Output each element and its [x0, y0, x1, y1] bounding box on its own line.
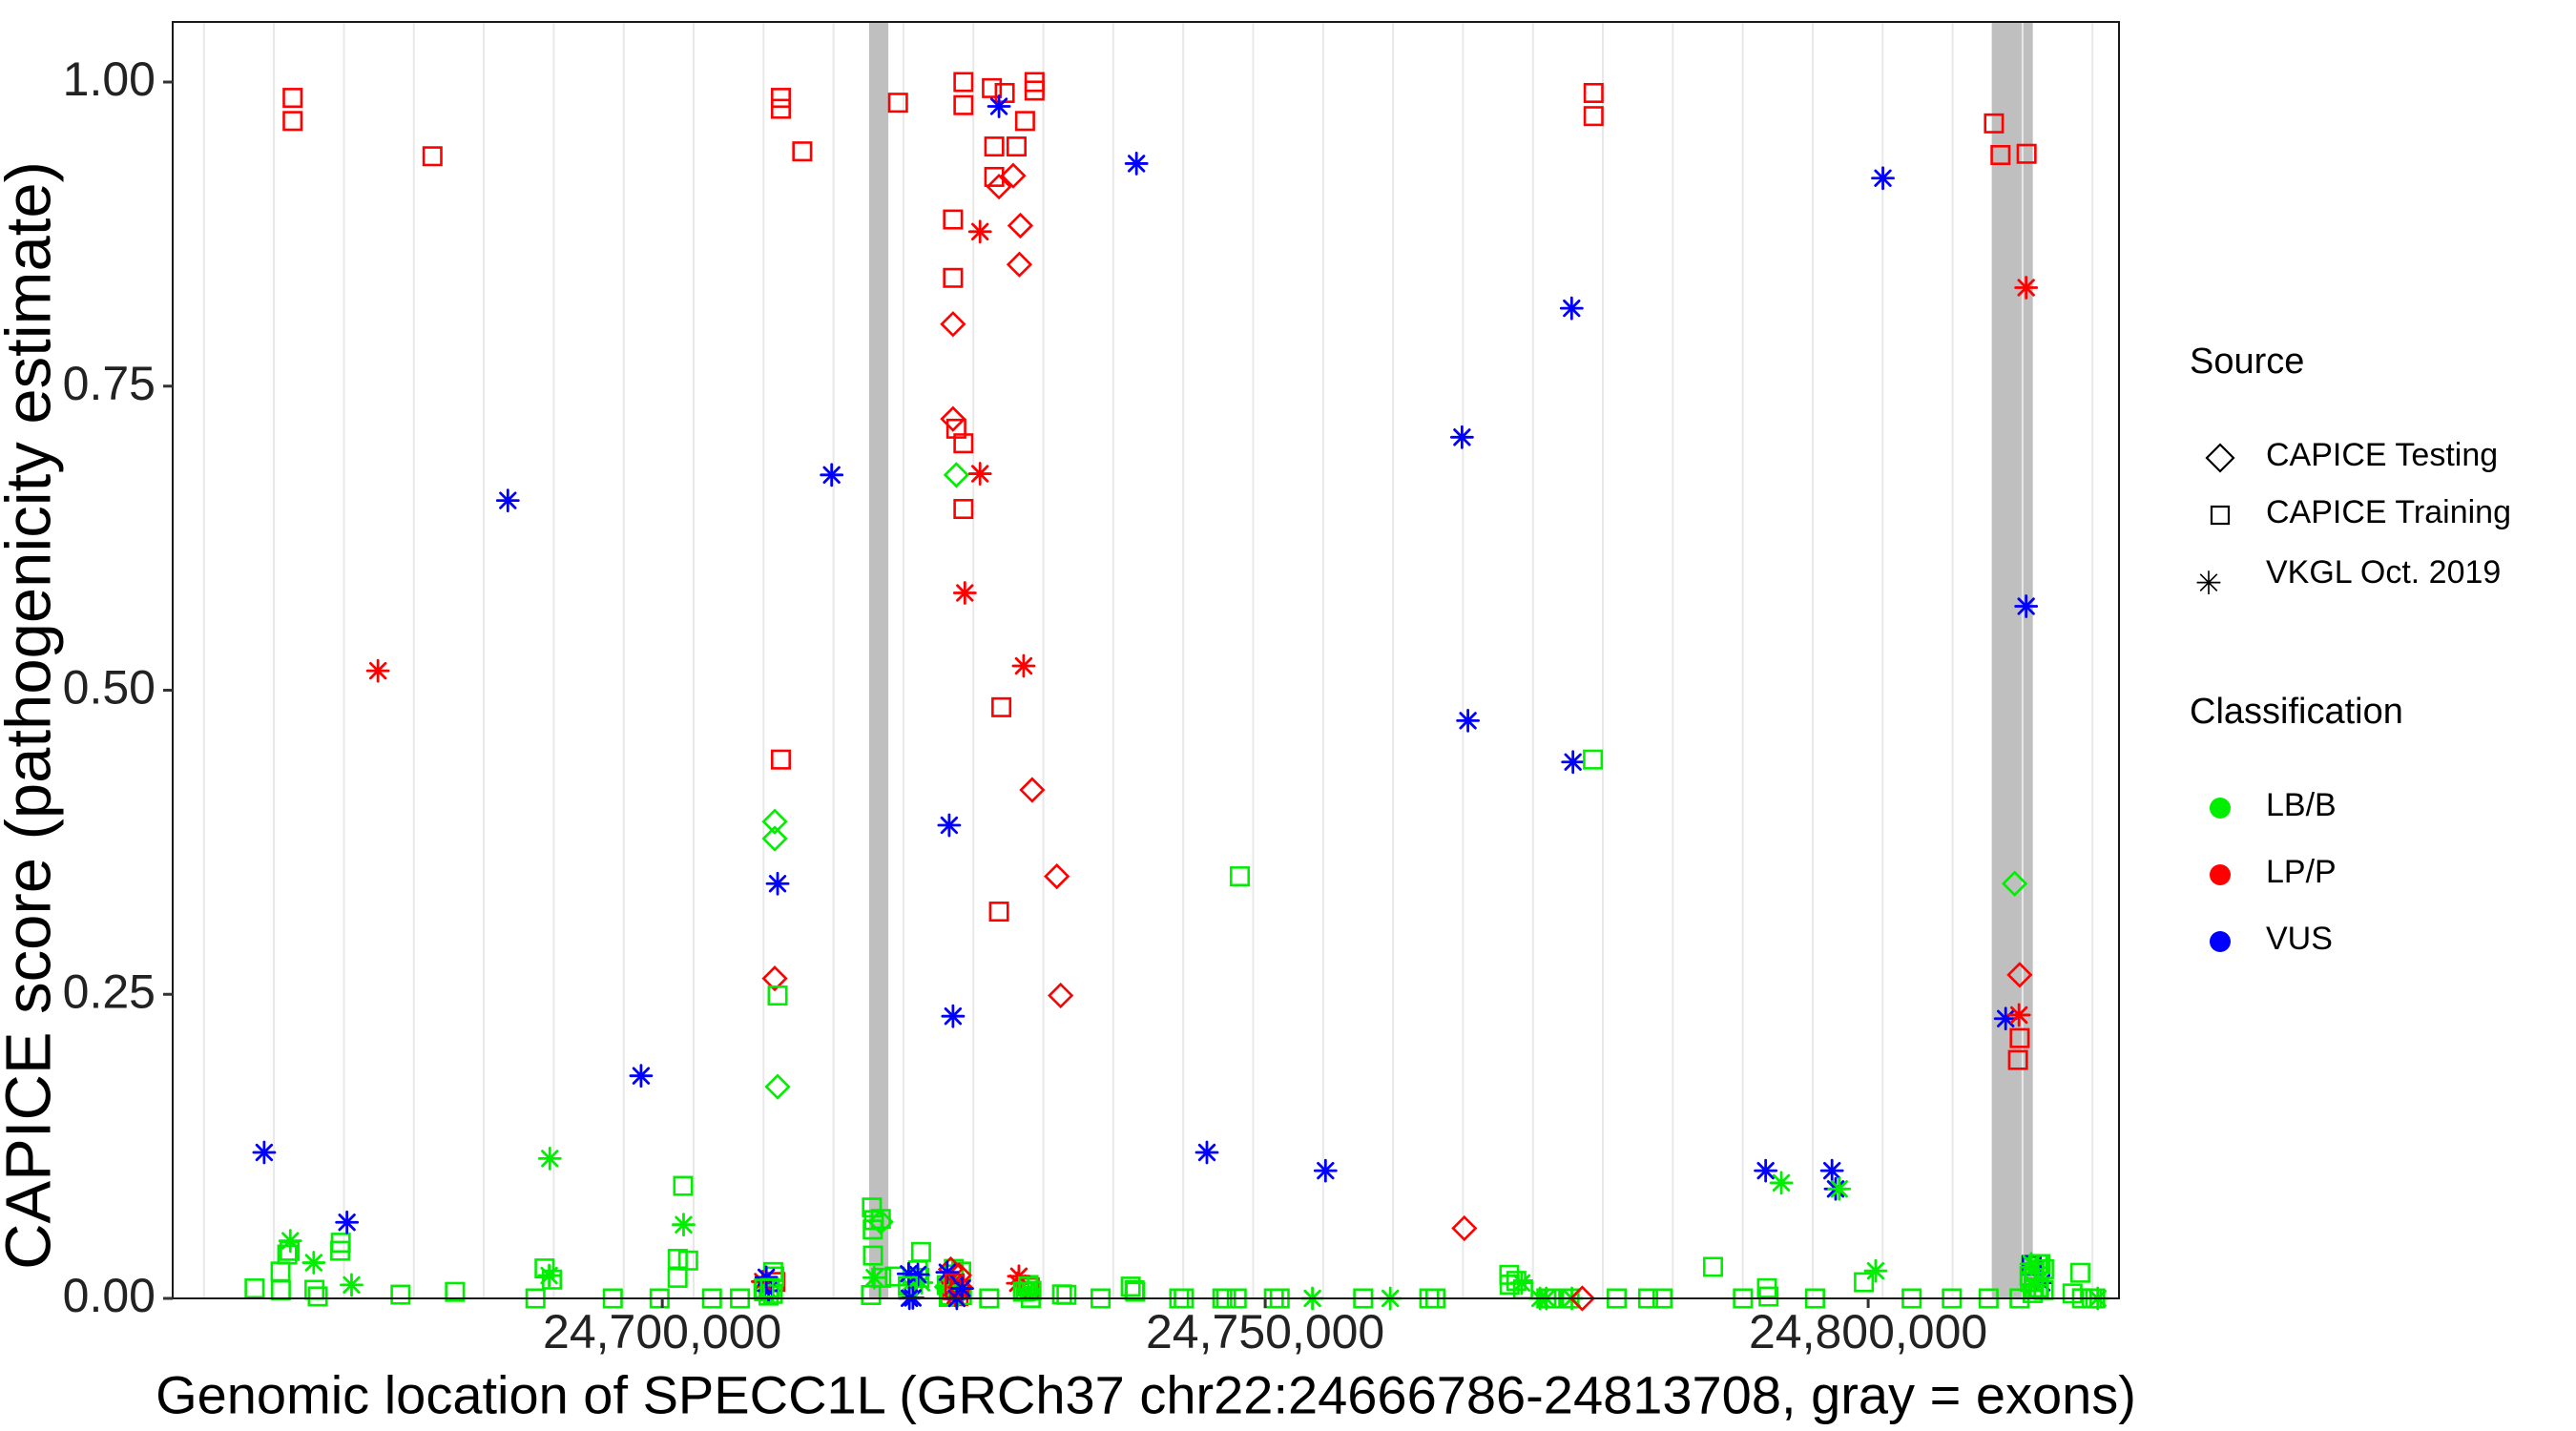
svg-text:1.00: 1.00	[63, 52, 156, 106]
svg-text:24,750,000: 24,750,000	[1146, 1305, 1384, 1358]
svg-text:0.25: 0.25	[63, 964, 156, 1018]
svg-text:24,800,000: 24,800,000	[1749, 1305, 1987, 1358]
svg-text:✳: ✳	[2195, 566, 2223, 602]
svg-text:CAPICE Testing: CAPICE Testing	[2266, 437, 2498, 473]
svg-text:LP/P: LP/P	[2266, 854, 2337, 890]
svg-text:0.00: 0.00	[63, 1269, 156, 1322]
svg-text:CAPICE Training: CAPICE Training	[2266, 494, 2511, 530]
svg-text:0.75: 0.75	[63, 357, 156, 410]
svg-text:LB/B: LB/B	[2266, 787, 2337, 823]
svg-text:VUS: VUS	[2266, 921, 2333, 957]
svg-text:VKGL Oct. 2019: VKGL Oct. 2019	[2266, 554, 2501, 591]
svg-text:24,700,000: 24,700,000	[543, 1305, 781, 1358]
svg-text:0.50: 0.50	[63, 661, 156, 715]
